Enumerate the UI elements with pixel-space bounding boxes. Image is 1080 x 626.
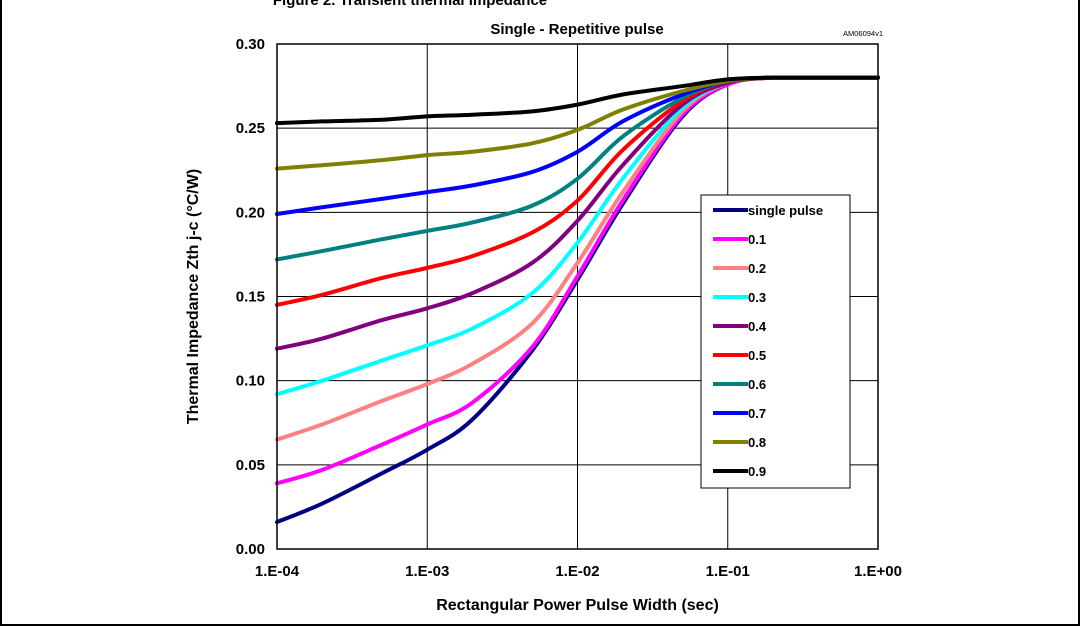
x-tick-label: 1.E-03 xyxy=(405,563,449,580)
series-line-0-9 xyxy=(275,75,880,126)
legend-label-0-3: 0.3 xyxy=(748,290,766,305)
y-tick-label: 0.05 xyxy=(236,457,265,474)
y-tick-label: 0.25 xyxy=(236,120,265,137)
legend-label-0-9: 0.9 xyxy=(748,464,766,479)
legend-label-0-7: 0.7 xyxy=(748,406,766,421)
y-axis-ticks: 0.00 0.05 0.10 0.15 0.20 0.25 0.30 xyxy=(236,36,265,558)
plot-border xyxy=(276,43,879,550)
legend-label-0-5: 0.5 xyxy=(748,348,766,363)
y-tick-label: 0.15 xyxy=(236,289,265,306)
series-lines xyxy=(275,75,880,525)
y-tick-label: 0.30 xyxy=(236,36,265,53)
legend-label-0-8: 0.8 xyxy=(748,435,766,450)
x-tick-label: 1.E-04 xyxy=(255,563,300,580)
legend-label-0-2: 0.2 xyxy=(748,261,766,276)
document-watermark: AM06094v1 xyxy=(843,29,883,38)
y-tick-label: 0.00 xyxy=(236,541,265,558)
x-tick-label: 1.E-02 xyxy=(555,563,599,580)
y-tick-label: 0.10 xyxy=(236,373,265,390)
legend-label-0-6: 0.6 xyxy=(748,377,766,392)
chart-title: Single - Repetitive pulse xyxy=(490,21,663,38)
legend-box xyxy=(700,194,851,489)
legend-label-0-4: 0.4 xyxy=(748,319,767,334)
x-axis-ticks: 1.E-04 1.E-03 1.E-02 1.E-01 1.E+00 xyxy=(255,563,902,580)
legend-label-0-1: 0.1 xyxy=(748,232,766,247)
figure-caption: Figure 2. Transient thermal impedance xyxy=(273,0,547,9)
x-tick-label: 1.E+00 xyxy=(854,563,902,580)
y-tick-label: 0.20 xyxy=(236,204,265,221)
chart-legend: single pulse 0.1 0.2 0.3 0.4 0.5 0.6 0.7 0.8 0.9 xyxy=(700,194,851,489)
legend-label-single-pulse: single pulse xyxy=(748,203,823,218)
y-axis-label: Thermal Impedance Zth j-c (°C/W) xyxy=(185,169,202,424)
x-axis-label: Rectangular Power Pulse Width (sec) xyxy=(436,597,719,614)
x-tick-label: 1.E-01 xyxy=(706,563,750,580)
